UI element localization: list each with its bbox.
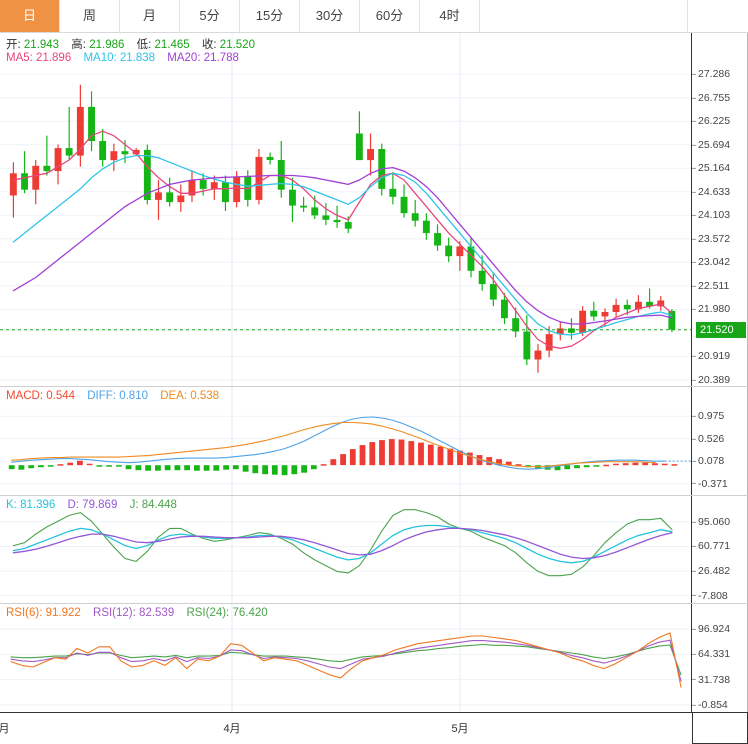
time-axis: 月 4月 5月	[0, 712, 748, 744]
macd-axis: 0.975 0.526 0.078 -0.371	[692, 387, 748, 495]
kdj-plot[interactable]	[0, 496, 692, 603]
axis-tick: 95.060	[692, 516, 730, 528]
ma20-legend: MA20: 21.788	[167, 52, 239, 64]
macd-plot[interactable]	[0, 387, 692, 495]
j-value-legend: J: 84.448	[129, 499, 177, 511]
d-value-legend: D: 79.869	[67, 499, 118, 511]
axis-tick: 0.078	[692, 455, 724, 467]
axis-tick: 22.511	[692, 280, 729, 292]
tab-5min[interactable]: 5分	[180, 0, 240, 32]
axis-tick: 26.755	[692, 92, 730, 104]
kdj-legend: K: 81.396 D: 79.869 J: 84.448	[6, 499, 186, 511]
axis-tick: 64.331	[692, 648, 730, 660]
macd-panel: MACD: 0.544 DIFF: 0.810 DEA: 0.538 0.975…	[0, 387, 748, 495]
ma10-legend: MA10: 21.838	[83, 52, 156, 64]
axis-tick: 25.694	[692, 139, 730, 151]
price-panel: 开: 21.943 高: 21.986 低: 21.465 收: 21.520 …	[0, 33, 748, 386]
current-price-badge: 21.520	[696, 321, 746, 338]
axis-tick: 60.771	[692, 540, 730, 553]
axis-tick: 26.225	[692, 115, 730, 127]
kdj-panel: K: 81.396 D: 79.869 J: 84.448 95.060 60.7…	[0, 496, 748, 603]
divider-rsi	[0, 603, 748, 604]
divider-macd	[0, 386, 748, 387]
open-label: 开: 21.943	[6, 39, 60, 51]
rsi-legend: RSI(6): 91.922 RSI(12): 82.539 RSI(24): …	[6, 607, 277, 619]
tabbar-end	[688, 0, 748, 32]
timeframe-tabbar: 日 周 月 5分 15分 30分 60分 4时	[0, 0, 748, 33]
low-label: 低: 21.465	[136, 39, 190, 51]
tab-15min[interactable]: 15分	[240, 0, 300, 32]
dea-value-legend: DEA: 0.538	[160, 390, 220, 402]
tabbar-filler	[480, 0, 688, 32]
axis-tick: 21.980	[692, 303, 730, 315]
axis-tick: 23.042	[692, 256, 730, 268]
axis-tick: 0.975	[692, 410, 724, 422]
rsi6-value-legend: RSI(6): 91.922	[6, 607, 81, 619]
axis-tick: 27.286	[692, 68, 730, 80]
price-plot[interactable]	[0, 33, 692, 386]
close-label: 收: 21.520	[201, 39, 255, 51]
k-value-legend: K: 81.396	[6, 499, 56, 511]
axis-tick: 23.572	[692, 233, 730, 245]
ohlc-legend: 开: 21.943 高: 21.986 低: 21.465 收: 21.520	[6, 36, 264, 52]
rsi-plot[interactable]	[0, 604, 692, 712]
macd-legend: MACD: 0.544 DIFF: 0.810 DEA: 0.538	[6, 390, 228, 402]
axis-tick: 24.103	[692, 209, 730, 221]
rsi-axis: 96.924 64.331 31.738 -0.854	[692, 604, 748, 712]
axis-tick: 20.389	[692, 374, 730, 386]
axis-tick: 96.924	[692, 623, 730, 635]
rsi-panel: RSI(6): 91.922 RSI(12): 82.539 RSI(24): …	[0, 604, 748, 712]
time-axis-label: 4月	[223, 723, 241, 735]
time-axis-corner	[692, 712, 748, 744]
tab-30min[interactable]: 30分	[300, 0, 360, 32]
time-axis-label: 月	[0, 723, 10, 735]
macd-value-legend: MACD: 0.544	[6, 390, 76, 402]
tab-month[interactable]: 月	[120, 0, 180, 32]
axis-tick: -0.854	[692, 699, 728, 711]
high-label: 高: 21.986	[71, 39, 125, 51]
rsi12-value-legend: RSI(12): 82.539	[93, 607, 175, 619]
axis-tick: -7.808	[692, 590, 728, 602]
axis-tick: 0.526	[692, 433, 724, 445]
tab-4hour[interactable]: 4时	[420, 0, 480, 32]
price-axis: 27.286 26.755 26.225 25.694 25.164 24.633 24.1…	[692, 33, 748, 386]
tab-day[interactable]: 日	[0, 0, 60, 32]
divider-kdj	[0, 495, 748, 496]
tab-60min[interactable]: 60分	[360, 0, 420, 32]
ma5-legend: MA5: 21.896	[6, 52, 72, 64]
axis-tick: 31.738	[692, 674, 730, 686]
tab-week[interactable]: 周	[60, 0, 120, 32]
axis-tick: 24.633	[692, 186, 730, 198]
kdj-axis: 95.060 60.771 26.482 -7.808	[692, 496, 748, 603]
axis-tick: -0.371	[692, 478, 728, 490]
axis-tick: 25.164	[692, 162, 730, 174]
axis-tick: 20.919	[692, 350, 730, 362]
axis-tick: 26.482	[692, 565, 730, 577]
ma-legend: MA5: 21.896 MA10: 21.838 MA20: 21.788	[6, 52, 248, 64]
rsi24-value-legend: RSI(24): 76.420	[186, 607, 268, 619]
time-axis-label: 5月	[451, 723, 469, 735]
diff-value-legend: DIFF: 0.810	[87, 390, 148, 402]
